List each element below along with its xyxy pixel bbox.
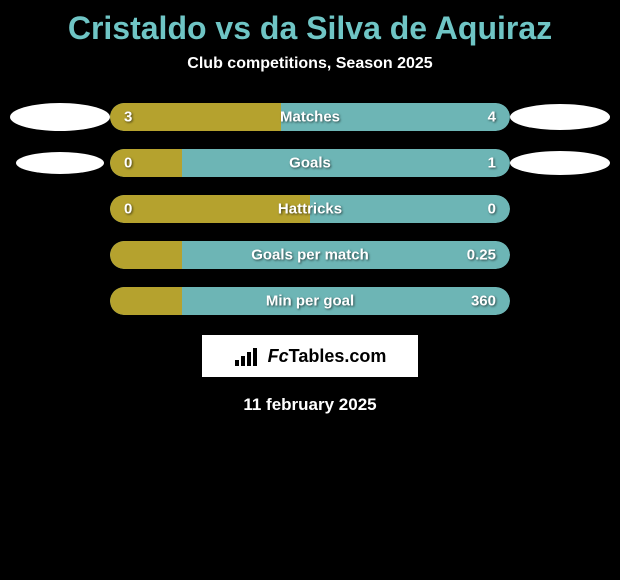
stat-right-value: 360 <box>471 293 496 310</box>
player-right-avatar <box>510 151 610 175</box>
stat-bar: Goals per match 0.25 <box>110 241 510 269</box>
stat-bar: 0 Goals 1 <box>110 149 510 177</box>
stat-label: Goals <box>289 155 331 172</box>
bar-left-fill <box>110 241 182 269</box>
chart-bars-icon <box>234 346 262 366</box>
bar-left-fill <box>110 287 182 315</box>
page-title: Cristaldo vs da Silva de Aquiraz <box>0 10 620 47</box>
player-left-avatar <box>16 152 104 174</box>
stat-right-value: 1 <box>488 155 496 172</box>
stat-row: 0 Hattricks 0 <box>0 195 620 223</box>
stat-left-value: 3 <box>124 109 132 126</box>
stat-row: 3 Matches 4 <box>0 103 620 131</box>
player-right-avatar-slot <box>510 151 620 175</box>
bar-left-fill <box>110 149 182 177</box>
player-left-avatar <box>10 103 110 131</box>
stat-right-value: 0.25 <box>467 247 496 264</box>
subtitle: Club competitions, Season 2025 <box>0 55 620 73</box>
stat-left-value: 0 <box>124 201 132 218</box>
fctables-logo[interactable]: FcTables.com <box>202 335 418 377</box>
stats-chart: 3 Matches 4 0 Goals 1 <box>0 103 620 315</box>
stat-label: Min per goal <box>266 293 354 310</box>
stat-row: Min per goal 360 <box>0 287 620 315</box>
stat-bar: Min per goal 360 <box>110 287 510 315</box>
stat-right-value: 4 <box>488 109 496 126</box>
player-right-avatar <box>510 104 610 130</box>
comparison-widget: Cristaldo vs da Silva de Aquiraz Club co… <box>0 0 620 425</box>
player-left-avatar-slot <box>0 103 110 131</box>
stat-bar: 0 Hattricks 0 <box>110 195 510 223</box>
date-label: 11 february 2025 <box>0 395 620 415</box>
stat-label: Hattricks <box>278 201 342 218</box>
player-left-avatar-slot <box>0 152 110 174</box>
stat-left-value: 0 <box>124 155 132 172</box>
stat-right-value: 0 <box>488 201 496 218</box>
stat-label: Goals per match <box>251 247 369 264</box>
stat-row: 0 Goals 1 <box>0 149 620 177</box>
player-right-avatar-slot <box>510 104 620 130</box>
stat-bar: 3 Matches 4 <box>110 103 510 131</box>
stat-label: Matches <box>280 109 340 126</box>
logo-text: FcTables.com <box>268 346 387 367</box>
stat-row: Goals per match 0.25 <box>0 241 620 269</box>
bar-left-fill <box>110 103 281 131</box>
